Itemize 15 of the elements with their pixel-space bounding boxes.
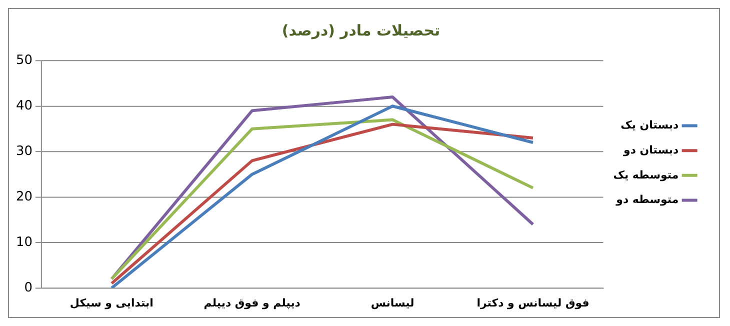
y-tick-label: 40 <box>16 98 32 114</box>
x-tick-label: لیسانس <box>370 296 414 310</box>
y-tick-label: 10 <box>16 234 32 250</box>
x-tick-label: ابتدایی و سیکل <box>70 296 154 310</box>
x-tick-label: فوق لیسانس و دکترا <box>476 296 590 310</box>
legend-label: متوسطه دو <box>615 193 679 206</box>
y-tick-label: 0 <box>24 280 32 296</box>
legend-label: دبستان یک <box>620 118 679 132</box>
y-tick-label: 20 <box>16 189 32 204</box>
x-tick-label: دیپلم و فوق دیپلم <box>204 296 301 310</box>
legend-label: دبستان دو <box>622 143 679 156</box>
y-tick-label: 30 <box>16 144 32 159</box>
legend-label: متوسطه یک <box>613 168 679 182</box>
chart-title: تحصیلات مادر (درصد) <box>282 22 440 40</box>
y-tick-label: 50 <box>16 53 32 68</box>
